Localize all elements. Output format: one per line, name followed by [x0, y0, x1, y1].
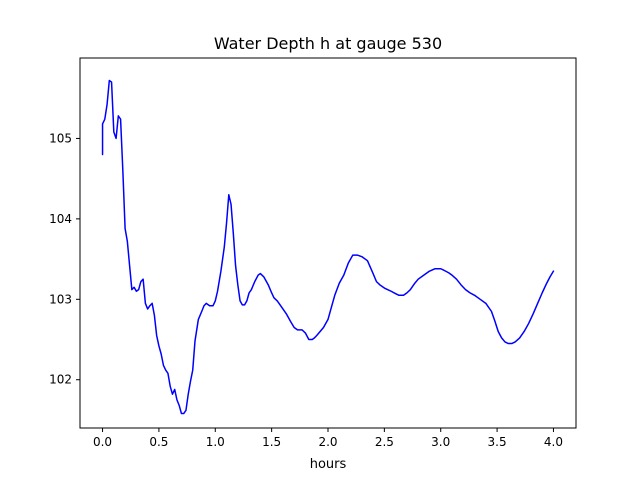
x-tick-label: 3.0: [431, 435, 450, 449]
x-tick-label: 2.5: [375, 435, 394, 449]
y-tick-label: 102: [49, 373, 72, 387]
series-line: [101, 79, 555, 415]
y-tick-label: 104: [49, 212, 72, 226]
chart-title: Water Depth h at gauge 530: [214, 34, 442, 53]
series-layer: [101, 79, 555, 415]
x-tick-label: 2.0: [318, 435, 337, 449]
x-tick-label: 1.0: [206, 435, 225, 449]
x-tick-label: 0.0: [93, 435, 112, 449]
x-tick-label: 1.5: [262, 435, 281, 449]
y-tick-label: 105: [49, 131, 72, 145]
x-tick-label: 0.5: [149, 435, 168, 449]
x-axis-label: hours: [310, 457, 347, 472]
x-tick-label: 3.5: [488, 435, 507, 449]
plot-frame: [79, 57, 577, 429]
axis-ticks: 0.0 0.5 1.0 1.5 2.0 2.5 3.0 3.5 4.0 102 103 104 105: [49, 131, 563, 449]
x-tick-label: 4.0: [544, 435, 563, 449]
y-tick-label: 103: [49, 292, 72, 306]
